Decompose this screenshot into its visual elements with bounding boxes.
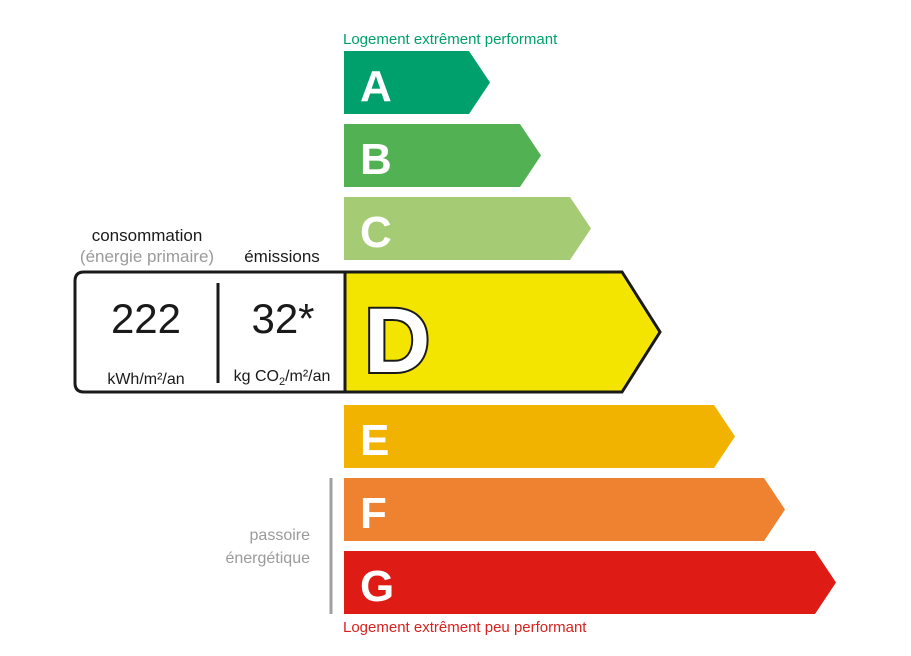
class-bar-g [344, 551, 836, 614]
class-bar-b [344, 124, 541, 187]
passoire-label-line1: passoire [250, 527, 311, 544]
class-bar-c [344, 197, 591, 260]
top-label: Logement extrêment performant [343, 31, 558, 48]
class-letter-e: E [360, 416, 389, 465]
current-class-letter: D [364, 290, 430, 392]
passoire-label-line2: énergétique [225, 550, 310, 567]
emissions-title: émissions [244, 247, 320, 266]
class-bar-a [344, 51, 490, 114]
emissions-value: 32* [251, 295, 314, 342]
class-bar-e [344, 405, 735, 468]
class-bar-f [344, 478, 785, 541]
consumption-value: 222 [111, 295, 181, 342]
bottom-label: Logement extrêment peu performant [343, 619, 587, 636]
class-letter-c: C [360, 208, 392, 257]
consumption-subtitle: (énergie primaire) [80, 247, 214, 266]
class-letter-g: G [360, 562, 394, 611]
class-letter-b: B [360, 135, 392, 184]
class-bar-d [346, 273, 658, 391]
class-letter-a: A [360, 62, 392, 111]
consumption-title: consommation [92, 226, 203, 245]
class-letter-f: F [360, 489, 387, 538]
consumption-unit: kWh/m²/an [107, 371, 184, 388]
emissions-unit: kg CO2/m²/an [234, 368, 331, 388]
